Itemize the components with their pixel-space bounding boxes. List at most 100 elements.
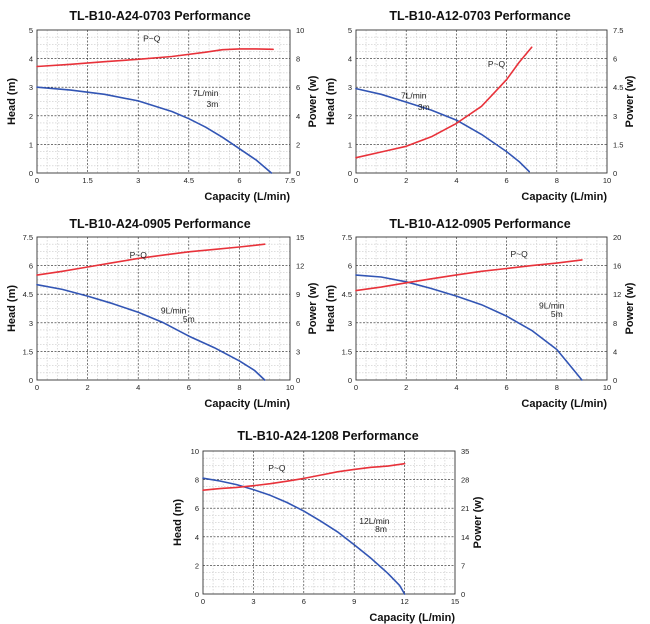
power-curve-label: P~Q bbox=[488, 59, 506, 69]
rated-flow-label: 7L/min bbox=[193, 88, 219, 98]
y-tick-label: 0 bbox=[348, 376, 352, 385]
y2-tick-label: 7.5 bbox=[613, 26, 623, 35]
y-tick-label: 3 bbox=[348, 319, 352, 328]
x-tick-label: 0 bbox=[354, 383, 358, 392]
head-curve bbox=[36, 283, 266, 381]
y2-tick-label: 6 bbox=[613, 55, 617, 64]
y2-tick-label: 0 bbox=[296, 376, 300, 385]
x-tick-label: 1.5 bbox=[82, 176, 92, 185]
y-tick-label: 4 bbox=[29, 55, 33, 64]
plot-frame bbox=[355, 236, 608, 381]
y2-tick-label: 3 bbox=[613, 112, 617, 121]
y2-tick-label: 6 bbox=[296, 319, 300, 328]
x-tick-label: 0 bbox=[35, 383, 39, 392]
y-axis-label: Head (m) bbox=[6, 285, 18, 332]
chart-panel-5: 0 3 6 9 12 1502468100714212835TL-B10-A24-1208… bbox=[172, 429, 484, 624]
rated-flow-label: 9L/min bbox=[161, 305, 187, 315]
x-tick-label: 6 bbox=[302, 597, 306, 606]
x-tick-label: 3 bbox=[136, 176, 140, 185]
power-curve bbox=[355, 46, 533, 159]
power-curve-label: P~Q bbox=[511, 249, 529, 259]
y-tick-label: 1.5 bbox=[342, 347, 352, 356]
x-tick-label: 12 bbox=[400, 597, 408, 606]
x-tick-label: 4 bbox=[136, 383, 140, 392]
y2-tick-label: 21 bbox=[461, 504, 469, 513]
x-tick-label: 7.5 bbox=[285, 176, 295, 185]
chart-title: TL-B10-A24-0905 Performance bbox=[69, 217, 250, 231]
x-tick-label: 4.5 bbox=[184, 176, 194, 185]
y-tick-label: 1.5 bbox=[23, 347, 33, 356]
chart-title: TL-B10-A12-0905 Performance bbox=[389, 217, 570, 231]
rated-flow-label: 12L/min bbox=[359, 516, 390, 526]
chart-title: TL-B10-A24-0703 Performance bbox=[69, 9, 250, 23]
y2-tick-label: 2 bbox=[296, 140, 300, 149]
y2-tick-label: 7 bbox=[461, 561, 465, 570]
y-tick-label: 5 bbox=[348, 26, 352, 35]
y2-axis-label: Power (w) bbox=[307, 75, 319, 127]
rated-flow-label: 7L/min bbox=[401, 91, 427, 101]
y-tick-label: 1 bbox=[29, 140, 33, 149]
x-axis-label: Capacity (L/min) bbox=[521, 398, 607, 410]
x-tick-label: 6 bbox=[187, 383, 191, 392]
y-axis-label: Head (m) bbox=[6, 78, 18, 125]
y2-tick-label: 12 bbox=[613, 290, 621, 299]
x-tick-label: 8 bbox=[555, 176, 559, 185]
chart-panel-4: 0 2 4 6 8 1001.534.567.5048121620TL-B10-A12-0… bbox=[325, 217, 636, 410]
x-axis-label: Capacity (L/min) bbox=[204, 398, 290, 410]
y-tick-label: 6 bbox=[29, 262, 33, 271]
y-axis-label: Head (m) bbox=[325, 285, 337, 332]
y2-tick-label: 12 bbox=[296, 262, 304, 271]
y2-tick-label: 0 bbox=[613, 376, 617, 385]
rated-head-label: 3m bbox=[418, 102, 430, 112]
x-tick-label: 9 bbox=[352, 597, 356, 606]
x-tick-label: 3 bbox=[251, 597, 255, 606]
power-curve bbox=[36, 48, 274, 68]
y-tick-label: 0 bbox=[348, 169, 352, 178]
x-tick-label: 8 bbox=[555, 383, 559, 392]
head-curve bbox=[355, 87, 531, 173]
x-tick-label: 6 bbox=[237, 176, 241, 185]
y2-tick-label: 35 bbox=[461, 447, 469, 456]
y2-tick-label: 6 bbox=[296, 83, 300, 92]
y2-tick-label: 14 bbox=[461, 533, 469, 542]
y2-axis-label: Power (w) bbox=[307, 282, 319, 334]
plot-frame bbox=[36, 29, 291, 174]
x-axis-label: Capacity (L/min) bbox=[204, 191, 290, 203]
rated-head-label: 5m bbox=[183, 314, 195, 324]
y2-axis-label: Power (w) bbox=[624, 282, 636, 334]
x-axis-label: Capacity (L/min) bbox=[369, 612, 455, 624]
power-curve bbox=[36, 243, 266, 276]
head-curve bbox=[36, 86, 273, 174]
rated-flow-label: 9L/min bbox=[539, 301, 565, 311]
y2-tick-label: 28 bbox=[461, 476, 469, 485]
chart-title: TL-B10-A24-1208 Performance bbox=[237, 429, 418, 443]
rated-head-label: 5m bbox=[551, 309, 563, 319]
y-tick-label: 0 bbox=[29, 169, 33, 178]
y2-tick-label: 0 bbox=[296, 169, 300, 178]
power-curve bbox=[355, 259, 583, 292]
y-tick-label: 6 bbox=[348, 262, 352, 271]
x-tick-label: 6 bbox=[505, 383, 509, 392]
y2-tick-label: 16 bbox=[613, 262, 621, 271]
y2-tick-label: 1.5 bbox=[613, 140, 623, 149]
y2-tick-label: 8 bbox=[613, 319, 617, 328]
chart-panel-3: 0 2 4 6 8 1001.534.567.503691215TL-B10-A24-09… bbox=[6, 217, 319, 410]
y-tick-label: 4 bbox=[348, 55, 352, 64]
plot-area bbox=[356, 30, 607, 173]
y-tick-label: 5 bbox=[29, 26, 33, 35]
y-tick-label: 2 bbox=[348, 112, 352, 121]
x-tick-label: 0 bbox=[354, 176, 358, 185]
x-tick-label: 8 bbox=[237, 383, 241, 392]
power-curve-label: P~Q bbox=[130, 250, 148, 260]
x-tick-label: 6 bbox=[505, 176, 509, 185]
y-tick-label: 7.5 bbox=[342, 233, 352, 242]
x-tick-label: 10 bbox=[603, 383, 611, 392]
x-tick-label: 10 bbox=[603, 176, 611, 185]
y2-axis-label: Power (w) bbox=[624, 75, 636, 127]
y2-tick-label: 8 bbox=[296, 55, 300, 64]
y-axis-label: Head (m) bbox=[325, 78, 337, 125]
y-tick-label: 10 bbox=[191, 447, 199, 456]
y-tick-label: 0 bbox=[195, 590, 199, 599]
y2-tick-label: 4 bbox=[296, 112, 300, 121]
plot-frame bbox=[202, 450, 456, 595]
